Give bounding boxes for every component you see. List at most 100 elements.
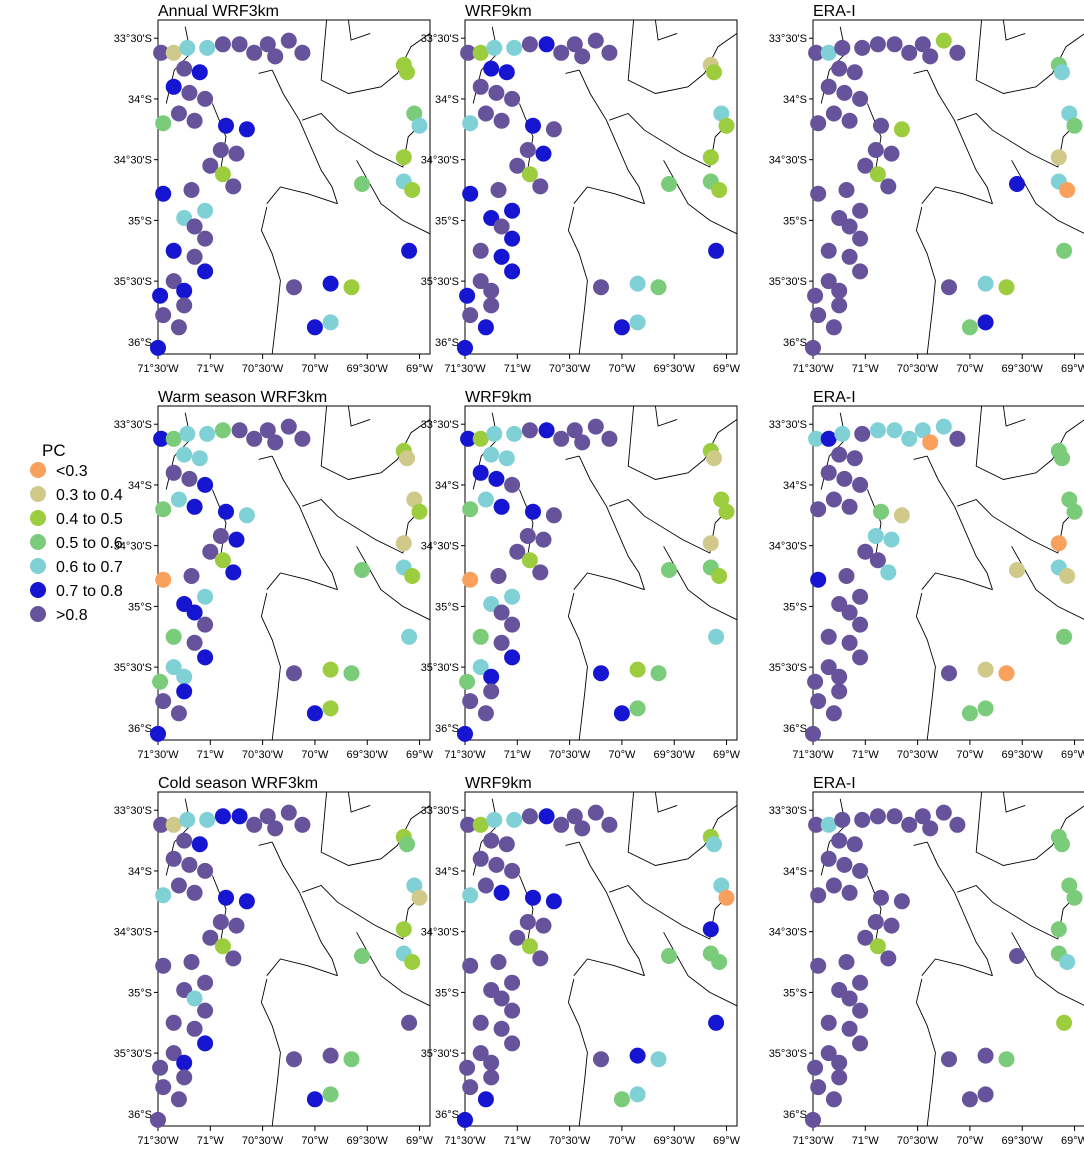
legend-item: 0.7 to 0.8 (30, 582, 123, 600)
station-point (411, 889, 428, 906)
x-tick-label: 70°30'W (242, 1135, 284, 1147)
legend-item: 0.4 to 0.5 (30, 510, 123, 528)
station-point (708, 628, 725, 645)
province-border (518, 489, 534, 557)
station-point (186, 112, 203, 129)
x-tick-label: 69°W (713, 363, 741, 375)
province-border (654, 405, 678, 427)
x-tick-label: 70°30'W (549, 749, 591, 761)
y-tick-label: 36°S (435, 337, 459, 349)
station-point (170, 491, 187, 508)
station-point (322, 661, 339, 678)
station-point (306, 705, 323, 722)
station-point (457, 1111, 473, 1128)
station-point (941, 279, 957, 296)
x-tick-label: 70°W (608, 1135, 636, 1147)
station-point (834, 39, 851, 56)
x-tick-label: 69°W (406, 1135, 434, 1147)
station-point (949, 816, 966, 833)
x-tick-label: 70°30'W (242, 363, 284, 375)
x-tick-label: 69°30'W (347, 1135, 389, 1147)
station-point (553, 816, 570, 833)
station-point (841, 990, 858, 1007)
station-point (846, 450, 863, 467)
station-point (165, 273, 182, 290)
station-point (238, 507, 255, 524)
province-border (347, 19, 371, 41)
station-point (343, 279, 360, 296)
legend-swatch (30, 486, 46, 502)
province-border (627, 405, 738, 480)
station-point (472, 659, 489, 676)
station-point (457, 339, 473, 356)
station-point (820, 78, 837, 95)
y-tick-label: 36°S (435, 723, 459, 735)
station-point (820, 44, 837, 61)
station-point (532, 950, 549, 967)
station-point (525, 117, 541, 134)
station-point (462, 957, 479, 974)
station-point (509, 157, 526, 174)
province-border (975, 19, 1084, 94)
station-point (1054, 64, 1070, 81)
station-point (810, 957, 827, 974)
station-point (246, 44, 263, 61)
x-tick-label: 70°W (956, 749, 984, 761)
station-point (820, 628, 837, 645)
panel-title: ERA-I (813, 389, 856, 406)
y-tick-label: 33°30'S (421, 419, 459, 431)
station-point (504, 230, 521, 247)
station-point (922, 820, 939, 837)
province-border (975, 791, 1084, 866)
legend-item: <0.3 (30, 462, 88, 480)
province-border (975, 405, 1084, 480)
station-point (852, 1035, 869, 1052)
station-point (525, 889, 541, 906)
station-point (613, 319, 630, 336)
province-border (866, 489, 882, 557)
map-panel-6: ERA-I 71°30'W 71°W 70°30'W 70°W 69°30'W 69°W 33… (769, 389, 1084, 761)
station-point (941, 1051, 957, 1068)
province-border (1002, 19, 1026, 41)
station-point (504, 588, 521, 605)
station-point (807, 1059, 824, 1076)
station-point (483, 1054, 500, 1071)
station-point (852, 476, 869, 493)
station-point (825, 1091, 842, 1108)
station-point (820, 1014, 837, 1031)
station-point (155, 307, 172, 324)
x-tick-label: 71°30'W (792, 1135, 834, 1147)
station-point (214, 938, 231, 955)
station-points (150, 418, 428, 742)
station-point (977, 700, 994, 717)
province-border (578, 69, 645, 204)
y-tick-label: 33°30'S (769, 33, 807, 45)
station-point (170, 105, 187, 122)
station-point (472, 78, 489, 95)
station-point (165, 44, 182, 61)
station-point (202, 929, 219, 946)
y-tick-label: 34°30'S (114, 927, 152, 939)
station-point (477, 491, 494, 508)
station-point (831, 297, 848, 314)
station-point (459, 287, 476, 304)
station-point (922, 48, 939, 65)
station-point (883, 145, 900, 162)
station-point (852, 588, 869, 605)
station-point (504, 1002, 521, 1019)
station-point (354, 562, 370, 578)
map-panel-8: WRF9km 71°30'W 71°W 70°30'W 70°W 69°30'W 69°W 3… (421, 775, 741, 1147)
station-point (810, 1079, 827, 1096)
station-point (294, 44, 311, 61)
station-point (834, 811, 851, 828)
station-point (935, 418, 952, 435)
province-border (518, 875, 534, 943)
station-point (977, 1047, 994, 1064)
station-point (820, 464, 837, 481)
station-point (212, 528, 229, 544)
province-border (211, 103, 227, 171)
province-border (573, 572, 645, 591)
province-border (609, 112, 732, 168)
station-point (322, 1047, 339, 1064)
province-border (578, 455, 645, 590)
